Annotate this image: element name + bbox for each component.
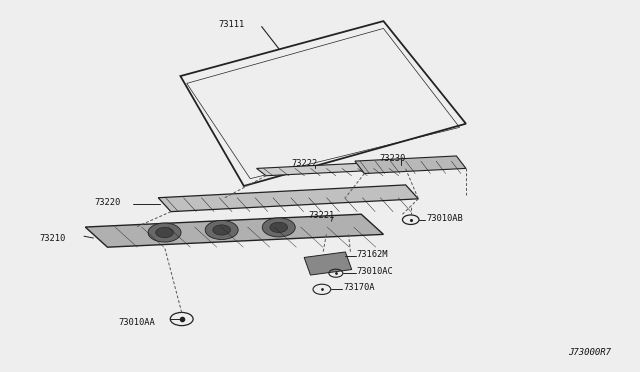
Text: 73010AA: 73010AA bbox=[118, 318, 155, 327]
Circle shape bbox=[262, 218, 295, 237]
Text: 73010AC: 73010AC bbox=[356, 267, 394, 276]
Text: 73230: 73230 bbox=[380, 154, 406, 163]
Text: 73010AB: 73010AB bbox=[427, 214, 463, 223]
Text: 73170A: 73170A bbox=[344, 283, 375, 292]
Text: 73222: 73222 bbox=[291, 159, 317, 168]
Text: 73111: 73111 bbox=[218, 20, 244, 29]
Text: 73220: 73220 bbox=[95, 198, 121, 207]
Circle shape bbox=[156, 227, 173, 238]
Text: J73000R7: J73000R7 bbox=[568, 348, 611, 357]
Circle shape bbox=[148, 223, 181, 242]
Polygon shape bbox=[158, 185, 419, 212]
Polygon shape bbox=[304, 252, 352, 275]
Circle shape bbox=[270, 222, 287, 232]
Text: 73221: 73221 bbox=[308, 211, 335, 220]
Polygon shape bbox=[355, 156, 466, 174]
Circle shape bbox=[205, 221, 238, 240]
Polygon shape bbox=[257, 161, 406, 176]
Text: 73162M: 73162M bbox=[356, 250, 388, 259]
Circle shape bbox=[212, 225, 230, 235]
Text: 73210: 73210 bbox=[40, 234, 66, 243]
Polygon shape bbox=[85, 214, 383, 247]
